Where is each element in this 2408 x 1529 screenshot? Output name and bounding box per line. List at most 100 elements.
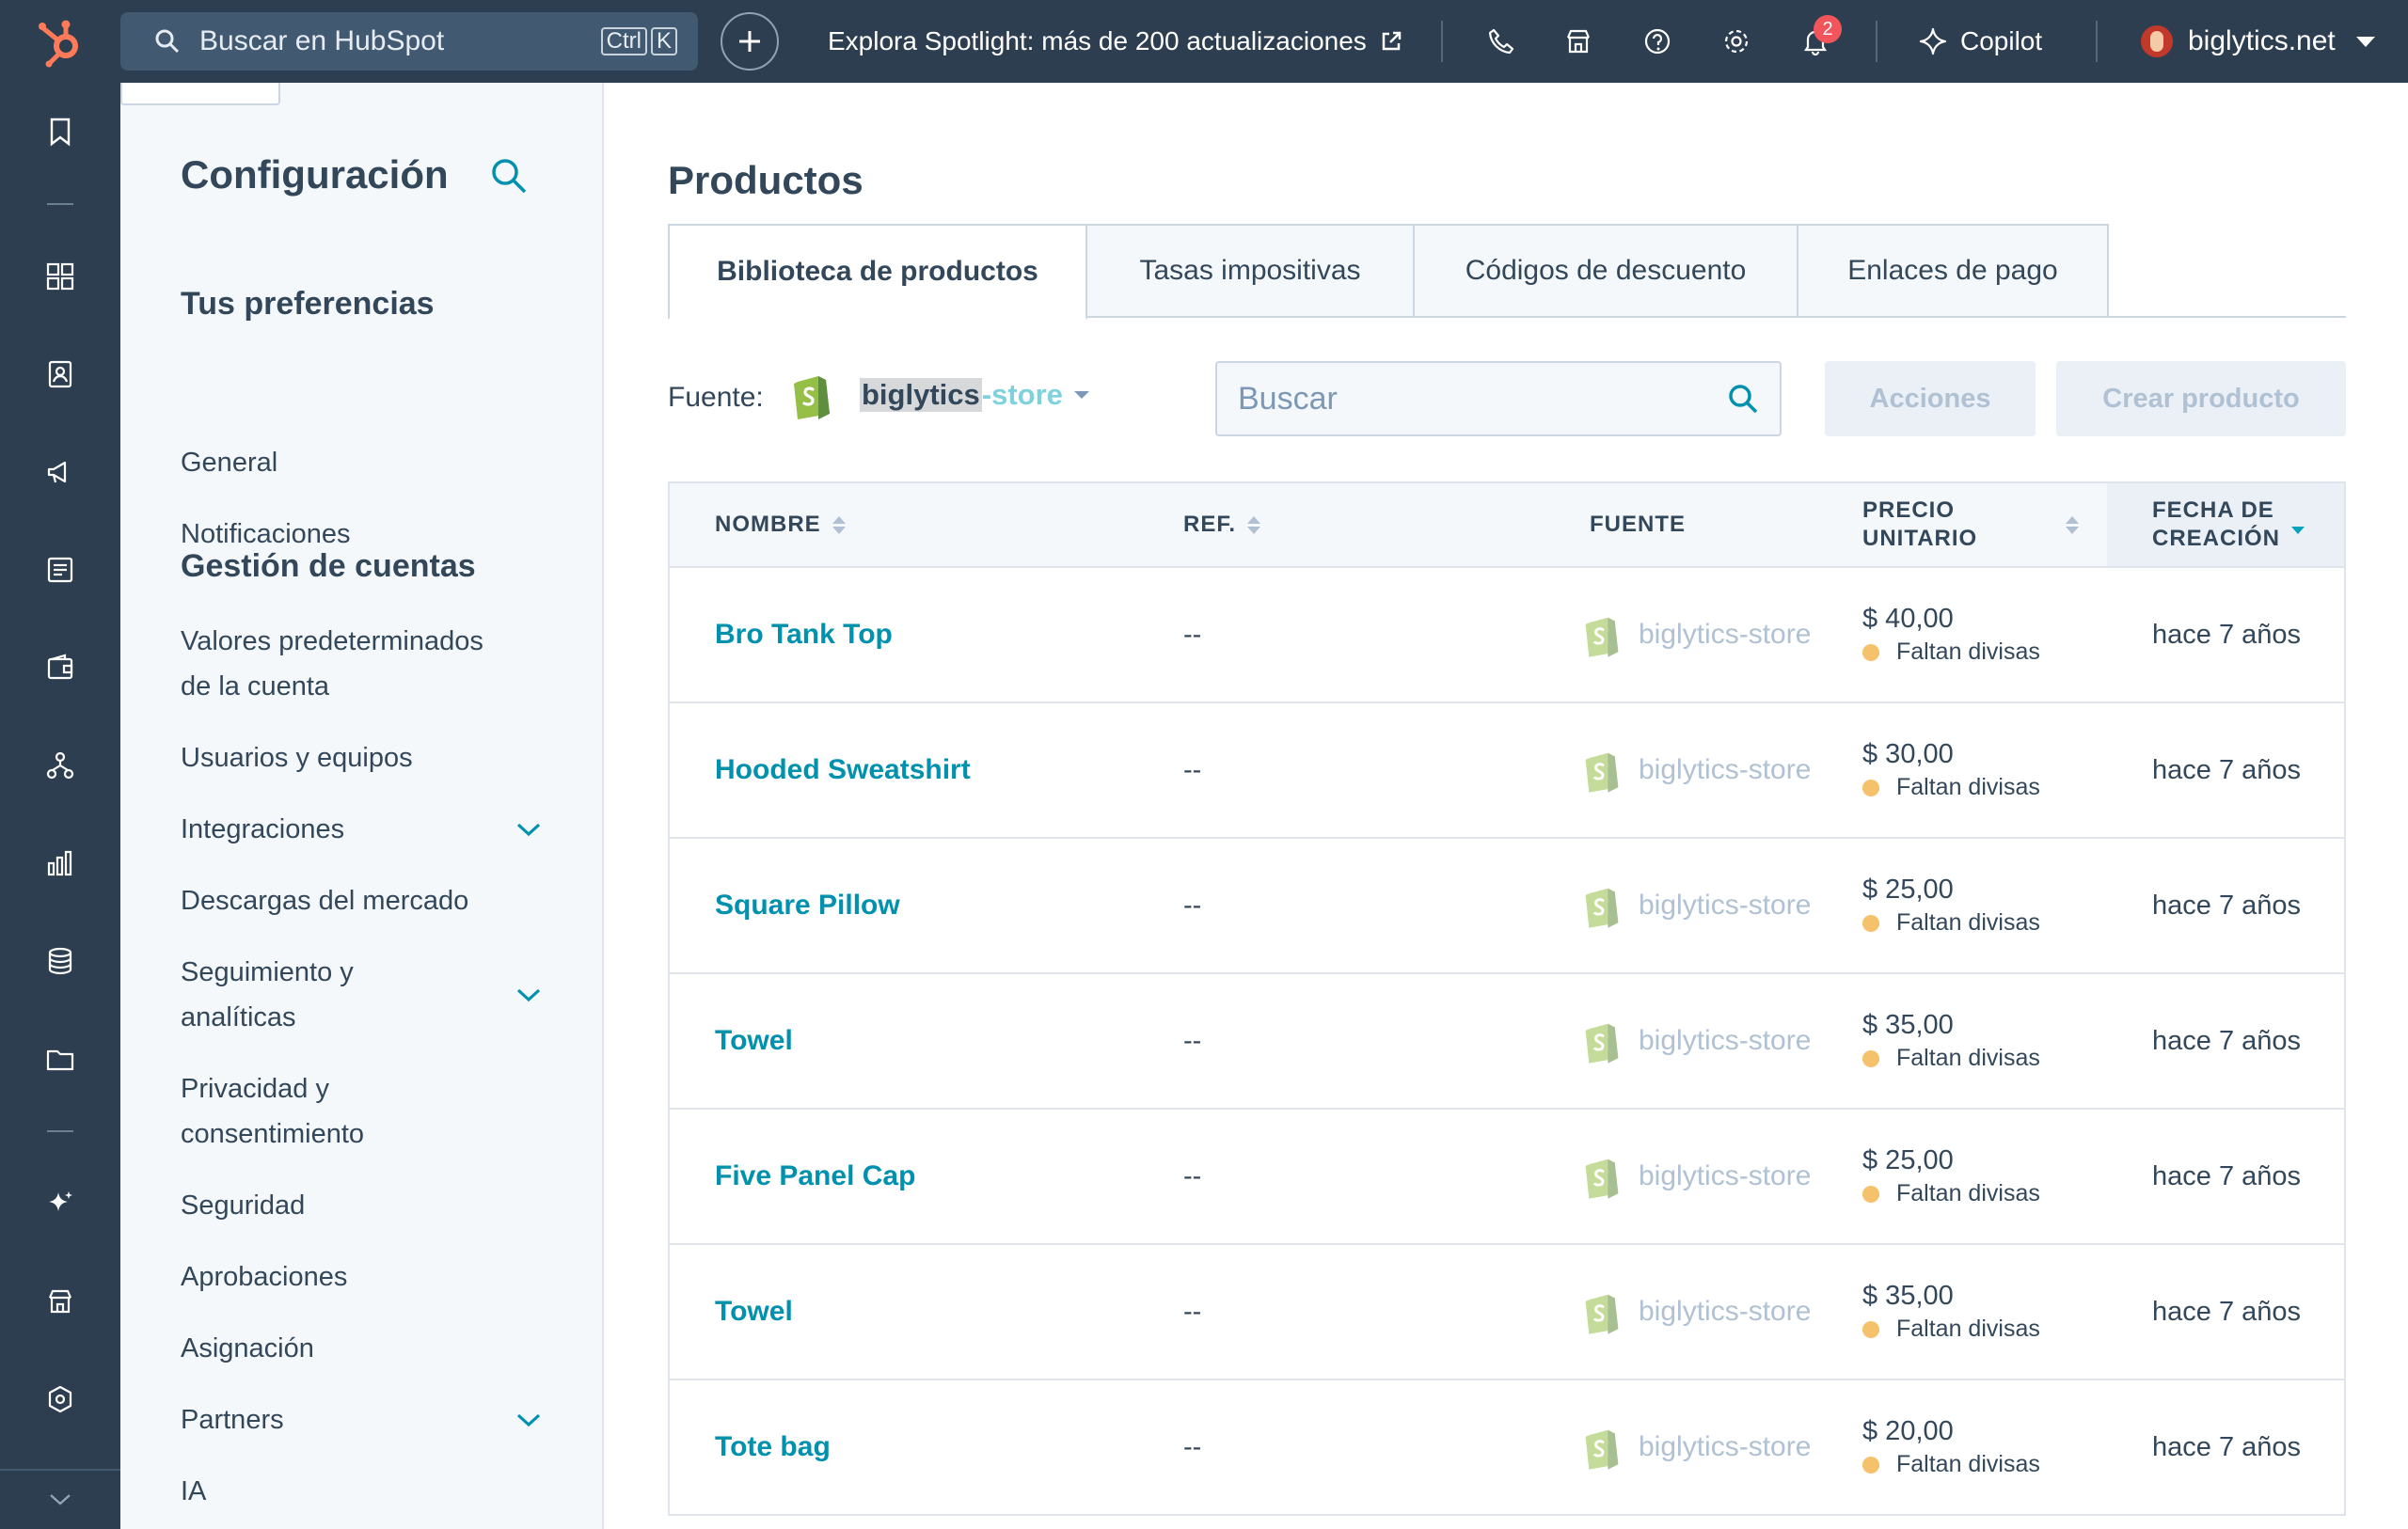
- sidebar-item-security[interactable]: Seguridad: [181, 1183, 547, 1228]
- product-search-input[interactable]: Buscar: [1215, 361, 1782, 436]
- account-menu[interactable]: biglytics.net: [2141, 0, 2375, 83]
- product-source: biglytics-store: [1582, 1245, 1811, 1379]
- actions-button[interactable]: Acciones: [1825, 361, 2036, 436]
- column-label: FECHA DE: [2152, 497, 2274, 523]
- external-link-icon: [1382, 31, 1402, 51]
- search-icon: [1729, 385, 1758, 414]
- page-title: Productos: [668, 158, 863, 202]
- product-price: $ 35,00 Faltan divisas: [1862, 1245, 2040, 1379]
- product-ref: --: [1183, 1431, 1202, 1462]
- shopify-logo-icon: [1585, 1429, 1619, 1470]
- sidebar-item-label: Aprobaciones: [181, 1262, 348, 1292]
- create-product-button[interactable]: Crear producto: [2056, 361, 2346, 436]
- settings-search-icon[interactable]: [489, 156, 529, 200]
- sidebar-item-account-defaults[interactable]: Valores predeterminados de la cuenta: [181, 619, 547, 709]
- content-icon[interactable]: [41, 551, 79, 589]
- sidebar-item-tracking-analytics[interactable]: Seguimiento y analíticas: [181, 950, 547, 1040]
- marketing-megaphone-icon[interactable]: [41, 453, 79, 491]
- workspaces-grid-icon[interactable]: [41, 258, 79, 295]
- contacts-icon[interactable]: [41, 355, 79, 393]
- bookmark-icon[interactable]: [41, 113, 79, 150]
- sidebar-item-label: Usuarios y equipos: [181, 743, 413, 773]
- breeze-sparkle-icon[interactable]: [41, 1185, 79, 1222]
- sidebar-item-privacy-consent[interactable]: Privacidad y consentimiento: [181, 1066, 547, 1157]
- tab-discount-codes[interactable]: Códigos de descuento: [1413, 224, 1798, 318]
- create-new-button[interactable]: [721, 12, 779, 71]
- store-source-dropdown[interactable]: biglytics -store: [860, 378, 1089, 412]
- price-amount: $ 25,00: [1862, 1145, 1954, 1175]
- missing-currency-warning: Faltan divisas: [1862, 1180, 2040, 1207]
- tab-product-library[interactable]: Biblioteca de productos: [668, 224, 1087, 320]
- copilot-button[interactable]: Copilot: [1919, 0, 2042, 83]
- marketplace-store-icon[interactable]: [41, 1283, 79, 1320]
- column-header-created-date[interactable]: FECHA DE CREACIÓN: [2107, 483, 2344, 566]
- column-header-name[interactable]: NOMBRE: [715, 483, 846, 566]
- chevron-down-icon[interactable]: [515, 821, 542, 838]
- column-header-ref[interactable]: REF.: [1183, 483, 1261, 566]
- divider: [1441, 21, 1443, 62]
- table-row: Towel -- biglytics-store $ 35,00 Faltan …: [668, 1245, 2346, 1380]
- spotlight-link[interactable]: Explora Spotlight: más de 200 actualizac…: [828, 0, 1402, 83]
- store-name-rest: -store: [981, 378, 1063, 411]
- column-label-group: FECHA DE CREACIÓN: [2152, 497, 2280, 553]
- product-name-link[interactable]: Five Panel Cap: [715, 1160, 916, 1191]
- chevron-down-icon: [2355, 36, 2375, 47]
- plus-icon: [739, 31, 760, 52]
- hubspot-logo-icon[interactable]: [34, 15, 87, 68]
- sidebar-item-marketplace-downloads[interactable]: Descargas del mercado: [181, 878, 547, 923]
- warning-label: Faltan divisas: [1896, 909, 2040, 936]
- sidebar-item-label: Asignación: [181, 1333, 314, 1363]
- table-row: Bro Tank Top -- biglytics-store $ 40,00 …: [668, 568, 2346, 703]
- product-created-date: hace 7 años: [2152, 1025, 2302, 1056]
- sidebar-item-ai[interactable]: IA: [181, 1469, 547, 1514]
- chevron-down-icon[interactable]: [515, 986, 542, 1003]
- product-name-link[interactable]: Towel: [715, 1296, 793, 1327]
- reporting-bar-chart-icon[interactable]: [41, 844, 79, 882]
- chevron-down-icon[interactable]: [515, 1411, 542, 1428]
- settings-gear-icon[interactable]: [1718, 23, 1755, 60]
- price-amount: $ 30,00: [1862, 739, 1954, 769]
- product-ref: --: [1183, 619, 1202, 650]
- commerce-wallet-icon[interactable]: [41, 649, 79, 686]
- sidebar-item-notifications[interactable]: Notificaciones: [181, 512, 547, 557]
- warning-dot-icon: [1862, 643, 1879, 661]
- marketplace-icon[interactable]: [1560, 23, 1597, 60]
- library-folder-icon[interactable]: [41, 1040, 79, 1078]
- automation-icon[interactable]: [41, 747, 79, 784]
- global-search-bar[interactable]: Buscar en HubSpot Ctrl K: [120, 12, 698, 71]
- shopify-logo-icon: [1585, 888, 1619, 928]
- product-name-link[interactable]: Bro Tank Top: [715, 619, 893, 650]
- warning-dot-icon: [1862, 1185, 1879, 1203]
- sidebar-item-label-group: Seguimiento y analíticas: [181, 950, 354, 1040]
- product-price: $ 20,00 Faltan divisas: [1862, 1380, 2040, 1514]
- sidebar-item-general[interactable]: General: [181, 440, 547, 485]
- main-content: Productos Biblioteca de productos Tasas …: [606, 83, 2408, 1529]
- column-label: NOMBRE: [715, 512, 821, 537]
- sidebar-item-assignment[interactable]: Asignación: [181, 1326, 547, 1371]
- tab-payment-links[interactable]: Enlaces de pago: [1797, 224, 2109, 318]
- table-row: Five Panel Cap -- biglytics-store $ 25,0…: [668, 1110, 2346, 1245]
- product-name-link[interactable]: Tote bag: [715, 1431, 831, 1462]
- product-ref: --: [1183, 890, 1202, 921]
- data-management-database-icon[interactable]: [41, 942, 79, 980]
- product-created-date: hace 7 años: [2152, 1296, 2302, 1327]
- phone-icon[interactable]: [1482, 23, 1520, 60]
- sidebar-item-users-teams[interactable]: Usuarios y equipos: [181, 735, 547, 780]
- product-source: biglytics-store: [1582, 974, 1811, 1108]
- warning-label: Faltan divisas: [1896, 638, 2040, 665]
- collapse-chevron-down-icon[interactable]: [41, 1480, 79, 1518]
- products-table: NOMBRE REF. FUENTE PRECIO UNITARIO FECHA…: [668, 481, 2346, 1516]
- sidebar-item-integrations[interactable]: Integraciones: [181, 807, 547, 852]
- product-name-link[interactable]: Hooded Sweatshirt: [715, 754, 971, 785]
- sidebar-item-partners[interactable]: Partners: [181, 1397, 547, 1442]
- product-source: biglytics-store: [1582, 1110, 1811, 1243]
- spotlight-label: Explora Spotlight: más de 200 actualizac…: [828, 26, 1367, 55]
- sidebar-item-approvals[interactable]: Aprobaciones: [181, 1254, 547, 1300]
- settings-shield-icon[interactable]: [41, 1380, 79, 1418]
- help-icon[interactable]: [1639, 23, 1676, 60]
- warning-label: Faltan divisas: [1896, 1316, 2040, 1342]
- tab-tax-rates[interactable]: Tasas impositivas: [1085, 224, 1415, 318]
- product-name-link[interactable]: Square Pillow: [715, 890, 900, 921]
- product-name-link[interactable]: Towel: [715, 1025, 793, 1056]
- column-header-unit-price[interactable]: PRECIO UNITARIO: [1862, 483, 2079, 566]
